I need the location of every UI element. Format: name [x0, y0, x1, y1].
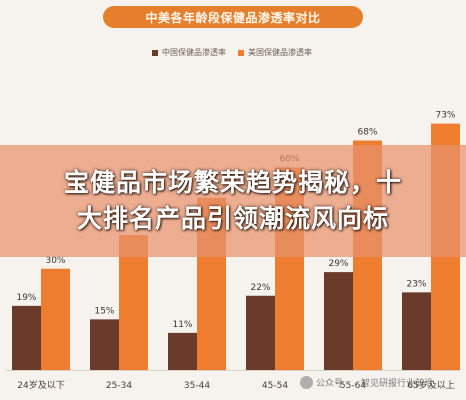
wechat-icon	[300, 375, 313, 389]
x-tick-label-1: 25-34	[106, 381, 132, 391]
bar-china-1	[90, 319, 119, 370]
chart-title: 中美各年龄段保健品渗透率对比	[103, 6, 363, 28]
bar-china-4	[324, 272, 353, 370]
data-label-china-2: 11%	[172, 320, 192, 330]
legend-label-china: 中国保健品渗透率	[162, 48, 226, 57]
data-label-china-1: 15%	[94, 306, 114, 316]
watermark-account: 公众号	[316, 378, 344, 389]
data-label-china-4: 29%	[328, 259, 348, 269]
legend-item-usa: 美国保健品渗透率	[238, 47, 312, 58]
watermark-name: 智见研报行业前沿	[361, 378, 434, 389]
legend-label-usa: 美国保健品渗透率	[248, 48, 312, 57]
x-tick-label-0: 24岁及以下	[17, 379, 64, 391]
data-label-usa-5: 73%	[435, 111, 455, 121]
headline-line-1: 宝健品市场繁荣趋势揭秘，十	[63, 168, 402, 197]
legend-swatch-china	[152, 49, 158, 56]
legend-swatch-usa	[238, 49, 244, 56]
data-label-china-5: 23%	[406, 279, 426, 289]
bar-usa-0	[41, 268, 70, 370]
watermark: 公众号 智见研报行业前沿	[300, 372, 433, 392]
headline-line-2: 大排名产品引领潮流风向标	[76, 204, 389, 233]
data-label-china-3: 22%	[250, 283, 270, 293]
legend: 中国保健品渗透率 美国保健品渗透率	[152, 47, 324, 58]
bar-china-5	[402, 292, 431, 370]
data-label-china-0: 19%	[16, 293, 36, 303]
x-tick-label-2: 35-44	[184, 381, 210, 391]
bar-china-0	[12, 305, 41, 370]
bar-china-2	[168, 332, 197, 370]
bar-usa-1	[119, 235, 148, 370]
x-tick-label-4: 55-64	[340, 381, 366, 391]
x-tick-label-5: 65岁及以上	[407, 379, 454, 391]
data-label-usa-0: 30%	[45, 256, 65, 266]
legend-item-china: 中国保健品渗透率	[152, 47, 226, 58]
x-tick-label-3: 45-54	[262, 381, 288, 391]
bar-china-3	[246, 295, 275, 370]
data-label-usa-4: 68%	[357, 128, 377, 138]
headline-banner: 宝健品市场繁荣趋势揭秘，十 大排名产品引领潮流风向标	[0, 145, 466, 257]
